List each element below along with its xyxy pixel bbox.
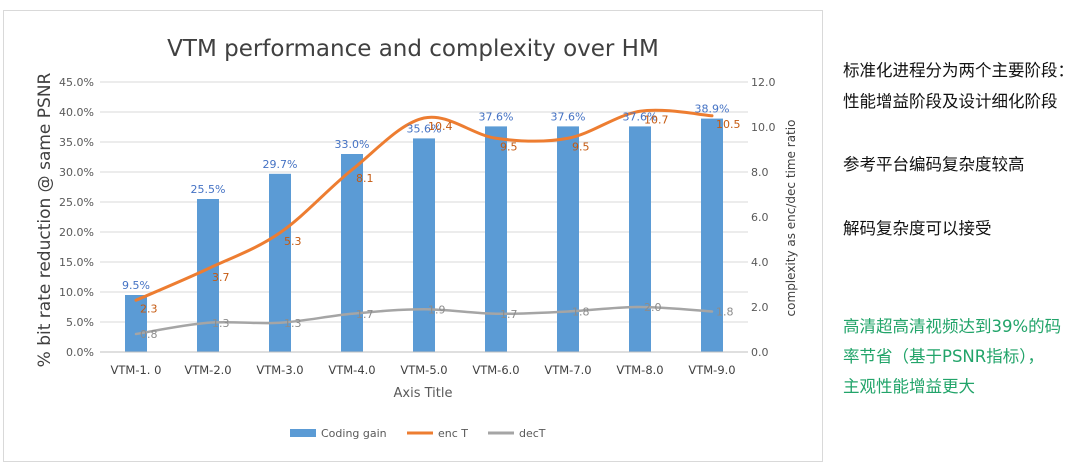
bar-data-label: 37.6% — [551, 110, 586, 123]
bar — [197, 199, 219, 352]
y-tick-label: 15.0% — [59, 256, 94, 269]
bar — [485, 126, 507, 353]
bar-data-label: 35.6% — [407, 122, 442, 135]
axes: 0.0% 5.0% 10.0% 15.0% 20.0% 25.0% 30.0% 35.0% 40… — [59, 76, 775, 377]
bar-data-label: 29.7% — [263, 158, 298, 171]
bar — [269, 173, 291, 352]
y-axis-title: % bit rate reduction @ same PSNR — [35, 72, 55, 367]
bar — [341, 154, 363, 352]
highlight-line-2: 率节省（基于PSNR指标）， — [843, 347, 1044, 366]
highlight-line-1: 高清超高清视频达到39%的码 — [843, 317, 1062, 336]
y-tick-label: 10.0% — [59, 286, 94, 299]
dect-data-label: 1.8 — [716, 306, 734, 319]
dect-data-label: 1.9 — [428, 303, 446, 316]
bar — [629, 126, 651, 353]
note-line-2: 性能增益阶段及设计细化阶段 — [843, 92, 1058, 111]
data-labels: 9.5% 25.5% 29.7% 33.0% 35.6% 37.6% 37.6% 37.6% 3… — [122, 103, 740, 341]
y-tick-label: 20.0% — [59, 226, 94, 239]
x-tick-label: VTM-2.0 — [184, 363, 231, 377]
bar — [413, 138, 435, 352]
bar-data-label: 25.5% — [191, 183, 226, 196]
y2-tick-label: 6.0 — [751, 211, 769, 224]
enc-t-data-label: 5.3 — [284, 235, 302, 248]
legend-swatch — [290, 429, 316, 437]
enc-t-data-label: 10.7 — [644, 113, 669, 126]
y-tick-label: 5.0% — [66, 316, 94, 329]
bar-series — [125, 118, 723, 353]
x-tick-label: VTM-9.0 — [688, 363, 735, 377]
dect-data-label: 2.0 — [644, 301, 662, 314]
dect-data-label: 1.8 — [572, 306, 590, 319]
x-axis-title: Axis Title — [394, 386, 453, 401]
bar — [557, 126, 579, 353]
y2-tick-label: 10.0 — [751, 121, 776, 134]
x-tick-label: VTM-8.0 — [616, 363, 663, 377]
legend-label: enc T — [438, 427, 468, 440]
bar-data-label: 37.6% — [623, 110, 658, 123]
legend: Coding gain enc T decT — [290, 427, 546, 440]
y2-tick-label: 12.0 — [751, 76, 776, 89]
chart: 9.5% 25.5% 29.7% 33.0% 35.6% 37.6% 37.6% 37.6% 3… — [35, 36, 798, 440]
enc-t-data-label: 8.1 — [356, 172, 374, 185]
x-tick-label: VTM-7.0 — [544, 363, 591, 377]
line-series — [134, 108, 714, 336]
bar — [125, 295, 147, 352]
dect-data-label: 1.7 — [356, 308, 374, 321]
dect-line — [134, 305, 714, 336]
highlight-line-3: 主观性能增益更大 — [843, 377, 975, 396]
x-tick-label: VTM-4.0 — [328, 363, 375, 377]
dect-data-label: 0.8 — [140, 328, 158, 341]
chart-title: VTM performance and complexity over HM — [167, 36, 659, 62]
y-tick-label: 45.0% — [59, 76, 94, 89]
enc-t-line — [134, 108, 714, 302]
enc-t-data-label: 3.7 — [212, 271, 230, 284]
y2-axis-title: complexity as enc/dec time ratio — [784, 120, 798, 317]
y-tick-label: 0.0% — [66, 346, 94, 359]
dect-data-label: 1.7 — [500, 308, 518, 321]
side-notes: 标准化进程分为两个主要阶段： 性能增益阶段及设计细化阶段 参考平台编码复杂度较高… — [843, 0, 1078, 470]
dect-data-label: 1.3 — [284, 317, 302, 330]
enc-t-data-label: 10.5 — [716, 118, 741, 131]
y-tick-label: 40.0% — [59, 106, 94, 119]
x-tick-label: VTM-6.0 — [472, 363, 519, 377]
x-tick-label: VTM-3.0 — [256, 363, 303, 377]
dect-data-label: 1.3 — [212, 317, 230, 330]
bar-data-label: 33.0% — [335, 138, 370, 151]
bar-data-label: 9.5% — [122, 279, 150, 292]
y-tick-label: 30.0% — [59, 166, 94, 179]
bar-data-label: 38.9% — [695, 103, 730, 116]
bar — [701, 118, 723, 352]
enc-t-data-label: 10.4 — [428, 120, 453, 133]
note-line-4: 解码复杂度可以接受 — [843, 219, 992, 238]
note-line-3: 参考平台编码复杂度较高 — [843, 155, 1025, 174]
enc-t-data-label: 2.3 — [140, 302, 158, 315]
y2-tick-label: 2.0 — [751, 301, 769, 314]
x-tick-label: VTM-5.0 — [400, 363, 447, 377]
enc-t-data-label: 9.5 — [500, 140, 518, 153]
y2-tick-label: 4.0 — [751, 256, 769, 269]
note-line-1: 标准化进程分为两个主要阶段： — [843, 61, 1074, 80]
x-tick-label: VTM-1. 0 — [111, 363, 162, 377]
y2-tick-label: 0.0 — [751, 346, 769, 359]
enc-t-data-label: 9.5 — [572, 140, 590, 153]
y2-tick-label: 8.0 — [751, 166, 769, 179]
legend-label: Coding gain — [321, 427, 387, 440]
bar-data-label: 37.6% — [479, 110, 514, 123]
y-tick-label: 25.0% — [59, 196, 94, 209]
y-tick-label: 35.0% — [59, 136, 94, 149]
legend-label: decT — [519, 427, 546, 440]
